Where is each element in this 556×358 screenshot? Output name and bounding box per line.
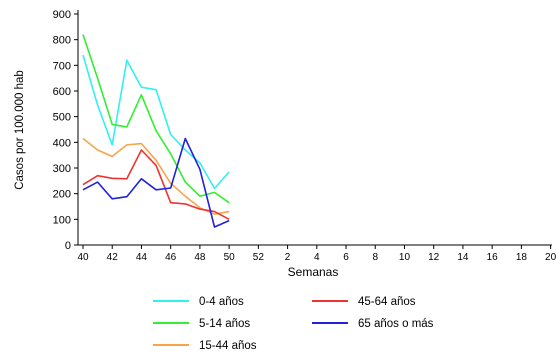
legend-label: 5-14 años [199,318,250,330]
series-line-0-4-años [82,54,230,190]
x-tick-label: 46 [165,252,177,263]
series-line-45-64-años [82,149,230,221]
x-tick-label: 6 [343,252,349,263]
x-tick-label: 2 [285,252,291,263]
series-line-5-14-años [82,34,230,204]
y-tick-label: 400 [53,137,71,149]
x-tick-label: 20 [545,252,556,263]
y-tick-label: 300 [53,163,71,175]
y-tick-label: 200 [53,189,71,201]
y-tick-label: 600 [53,86,71,98]
legend-label: 65 años o más [358,318,434,330]
legend-label: 15-44 años [199,340,257,352]
x-tick-label: 18 [516,252,528,263]
x-tick-label: 42 [107,252,119,263]
series-line-65-años-o-más [82,137,230,228]
y-axis: 0 100 200 300 400 500 600 700 800 900 [53,9,79,252]
legend: 0-4 años 5-14 años 15-44 años 45-64 años 65 … [153,296,434,352]
y-tick-label: 700 [53,60,71,72]
x-tick-label: 40 [77,252,89,263]
x-tick-label: 4 [314,252,320,263]
y-tick-label: 500 [53,112,71,124]
y-tick-label: 0 [65,240,71,252]
y-tick-label: 900 [53,9,71,21]
x-tick-label: 10 [399,252,411,263]
x-tick-label: 8 [372,252,378,263]
x-tick-label: 12 [428,252,440,263]
x-tick-label: 14 [457,252,469,263]
legend-label: 45-64 años [358,296,416,308]
legend-label: 0-4 años [199,296,244,308]
x-axis: 40 42 44 46 48 50 52 2 4 6 8 10 12 14 16 18 20 [77,244,556,263]
x-axis-label: Semanas [288,265,339,279]
y-tick-label: 800 [53,35,71,47]
x-tick-label: 52 [253,252,265,263]
series-lines [82,34,230,228]
y-tick-label: 100 [53,214,71,226]
y-axis-label: Casos por 100.000 hab [14,70,26,190]
x-tick-label: 48 [194,252,206,263]
x-tick-label: 50 [224,252,236,263]
x-tick-label: 44 [136,252,148,263]
x-tick-label: 16 [487,252,499,263]
